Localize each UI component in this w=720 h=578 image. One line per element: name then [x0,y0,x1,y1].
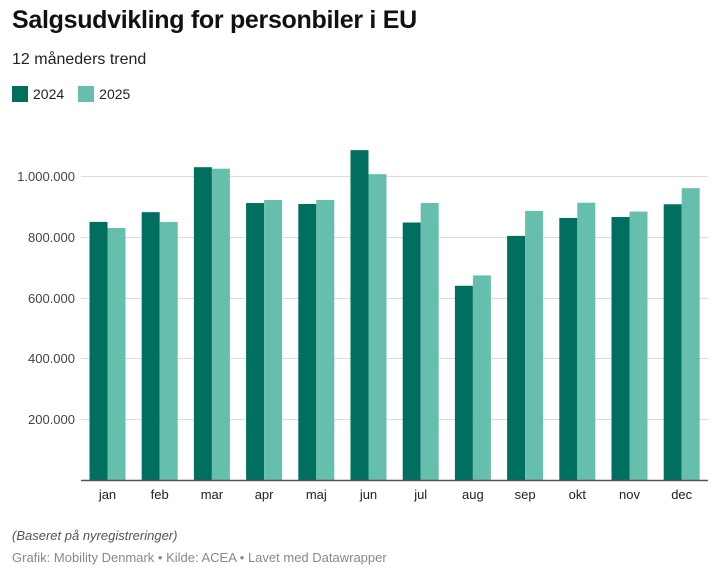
x-tick-label: aug [462,487,484,502]
bar-sep-2024 [507,235,526,480]
bar-feb-2024 [141,212,160,480]
legend-item-2025: 2025 [78,86,130,102]
bar-sep-2025 [525,210,544,480]
x-tick-label: okt [569,487,587,502]
legend: 2024 2025 [12,86,144,102]
bars [89,150,700,481]
footnote: (Baseret på nyregistreringer) [12,528,178,543]
y-tick-label: 600.000 [28,291,75,306]
x-tick-label: maj [306,487,327,502]
y-tick-label: 200.000 [28,412,75,427]
bar-apr-2024 [246,203,265,480]
bar-aug-2025 [472,275,491,480]
bar-mar-2025 [211,168,230,481]
bar-jun-2024 [350,150,369,480]
credits: Grafik: Mobility Denmark • Kilde: ACEA •… [12,550,387,565]
x-tick-label: mar [201,487,224,502]
x-tick-label: jun [359,487,377,502]
bar-jan-2025 [107,227,126,480]
chart-title: Salgsudvikling for personbiler i EU [12,6,417,34]
legend-label-2025: 2025 [99,86,131,102]
legend-swatch-2025 [78,86,95,102]
bar-jan-2024 [89,221,108,481]
bar-apr-2025 [264,200,283,481]
legend-swatch-2024 [12,86,28,102]
x-tick-label: apr [255,487,274,502]
y-tick-label: 800.000 [28,230,75,245]
y-tick-label: 1.000.000 [17,169,75,184]
bar-aug-2024 [454,285,473,480]
bar-maj-2025 [316,200,335,481]
bar-nov-2024 [611,217,630,481]
gridlines [81,176,708,420]
bar-okt-2024 [559,217,578,480]
y-axis-ticks: 200.000 400.000 600.000 800.000 1.000.000 [17,169,75,427]
x-tick-label: nov [619,487,640,502]
x-tick-label: jan [98,487,116,502]
bar-chart: 200.000 400.000 600.000 800.000 1.000.000 ja… [17,150,708,502]
bar-jul-2024 [402,222,421,480]
bar-maj-2024 [298,203,317,480]
bar-dec-2024 [663,204,682,480]
x-tick-label: jul [413,487,427,502]
x-tick-label: dec [671,487,692,502]
bar-dec-2025 [681,188,700,480]
bar-feb-2025 [159,221,178,481]
y-tick-label: 400.000 [28,351,75,366]
bar-jul-2025 [420,203,439,480]
bar-okt-2025 [577,202,596,480]
x-axis: jan feb mar apr maj jun jul aug sep okt nov dec [81,479,708,502]
legend-label-2024: 2024 [33,86,65,102]
bar-jun-2025 [368,174,387,480]
legend-item-2024: 2024 [12,86,64,102]
bar-mar-2024 [193,167,212,480]
x-tick-label: sep [515,487,536,502]
x-tick-label: feb [151,487,169,502]
bar-nov-2025 [629,211,648,480]
chart-subtitle: 12 måneders trend [12,51,147,68]
